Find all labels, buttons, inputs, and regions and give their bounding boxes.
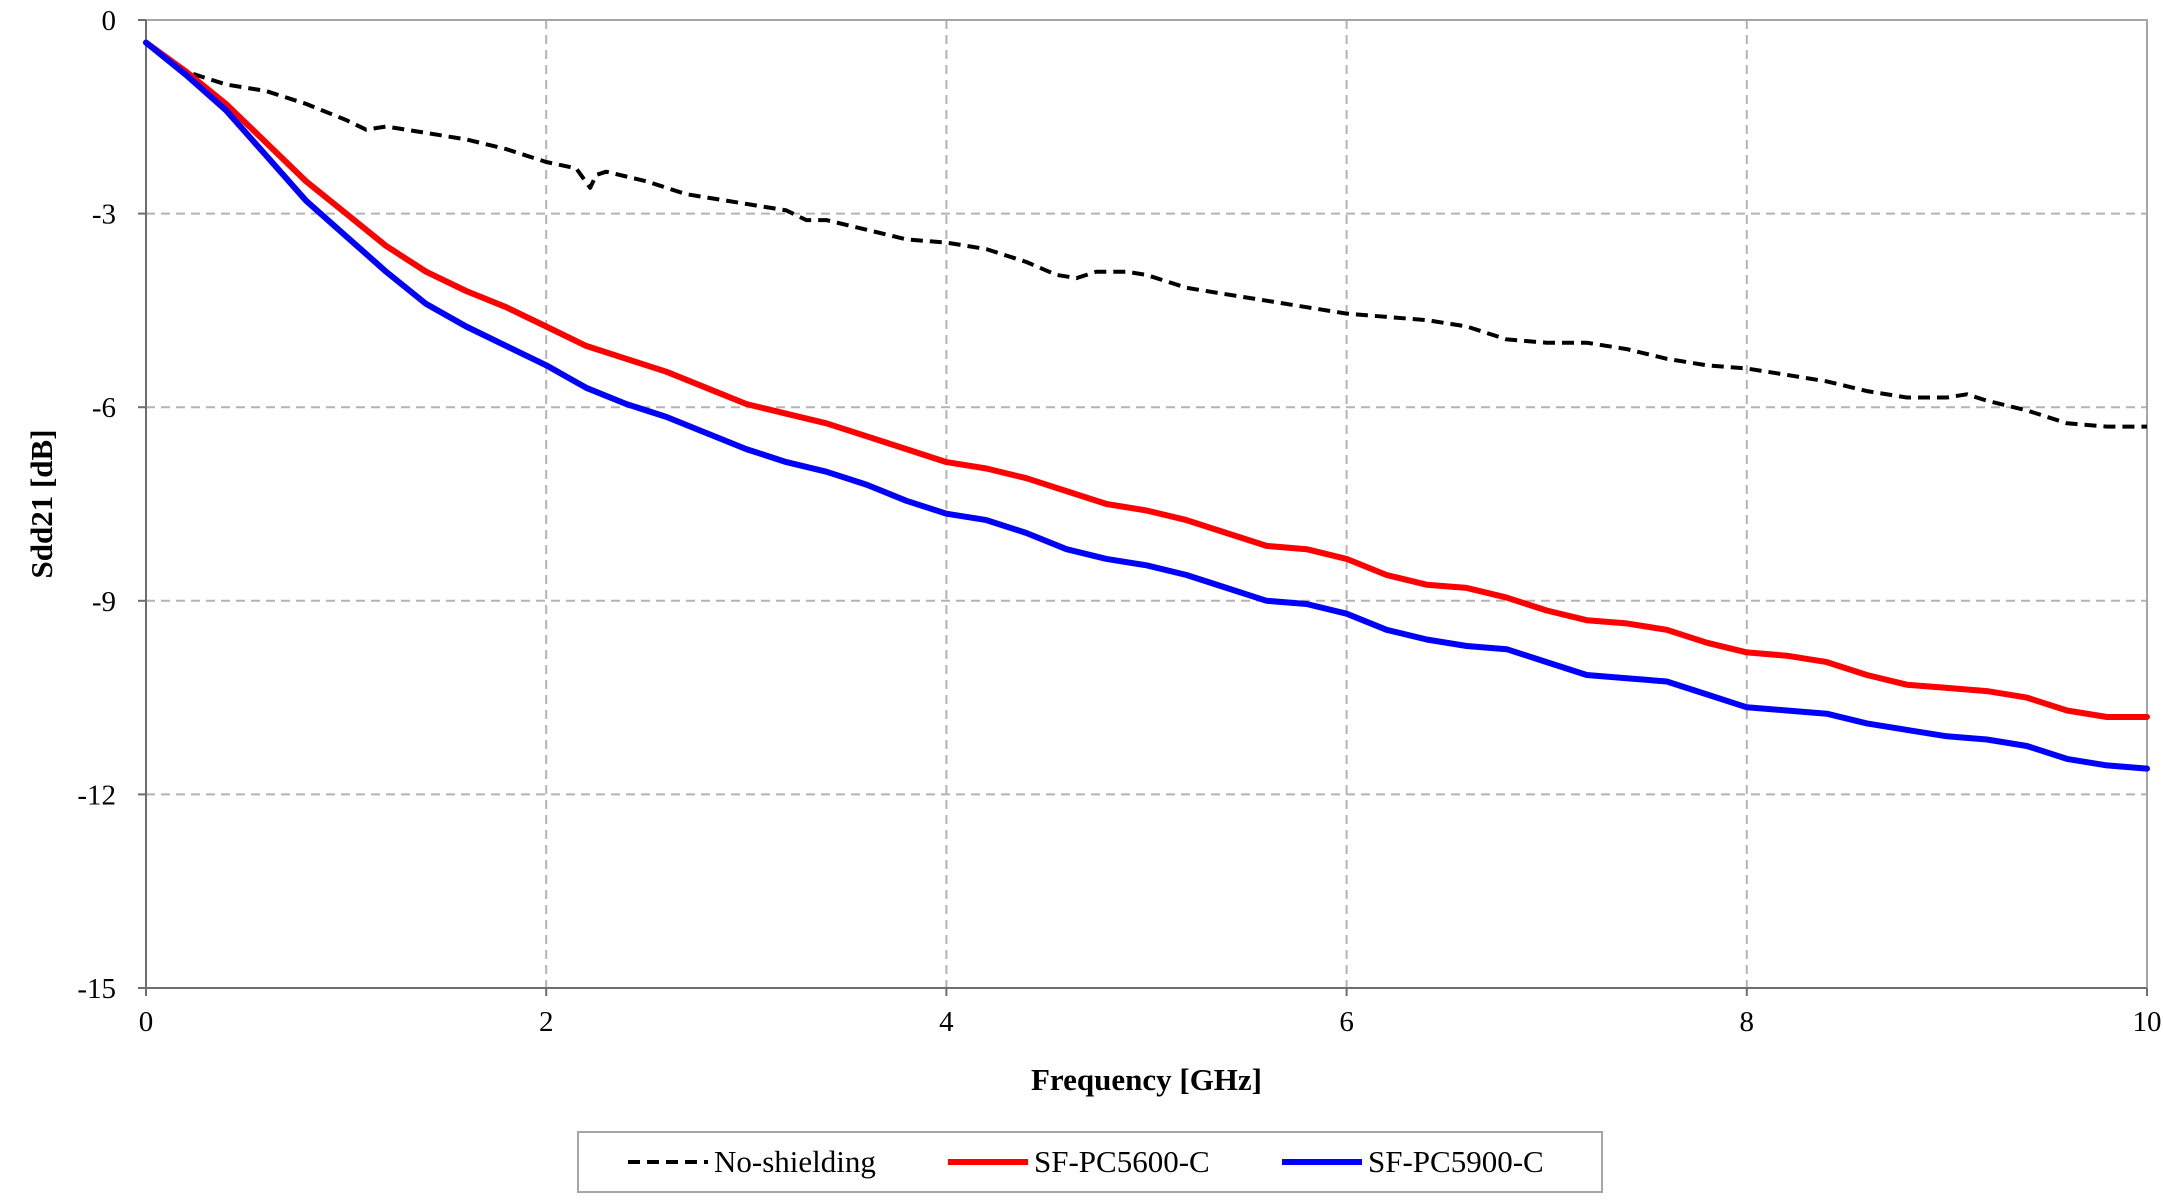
grid [146,20,2147,988]
x-tick-label: 4 [939,1006,954,1038]
x-axis-title: Frequency [GHz] [1031,1062,1262,1097]
y-tick-label: -9 [92,586,116,618]
legend-label-0: No-shielding [714,1144,876,1179]
y-tick-label: -15 [77,973,116,1005]
y-tick-label: 0 [102,5,117,37]
x-tick-label: 10 [2133,1006,2162,1038]
legend-items: No-shielding SF-PC5600-C SF-PC5900-C [628,1144,1544,1179]
x-tick-label: 8 [1740,1006,1755,1038]
series-line-0 [144,40,2147,429]
legend-box [577,1131,1603,1193]
plot-area [145,19,2148,989]
y-axis-title: Sdd21 [dB] [24,429,59,578]
x-tick-label: 0 [139,1006,154,1038]
series-lines [143,39,2150,772]
legend: No-shielding SF-PC5600-C SF-PC5900-C [577,1131,1603,1193]
legend-label-1: SF-PC5600-C [1034,1144,1210,1179]
y-tick-label: -3 [92,199,116,231]
x-tick-label: 6 [1339,1006,1354,1038]
series-line-1 [143,39,2150,720]
legend-label-2: SF-PC5900-C [1368,1144,1544,1179]
x-tick-label: 2 [539,1006,554,1038]
y-tick-label: -6 [92,392,116,424]
y-tick-label: -12 [77,779,116,811]
axis-ticks: 0 2 4 6 8 10 0 -3 -6 -9 -12 -15 [77,5,2161,1038]
series-line-2 [143,39,2150,772]
